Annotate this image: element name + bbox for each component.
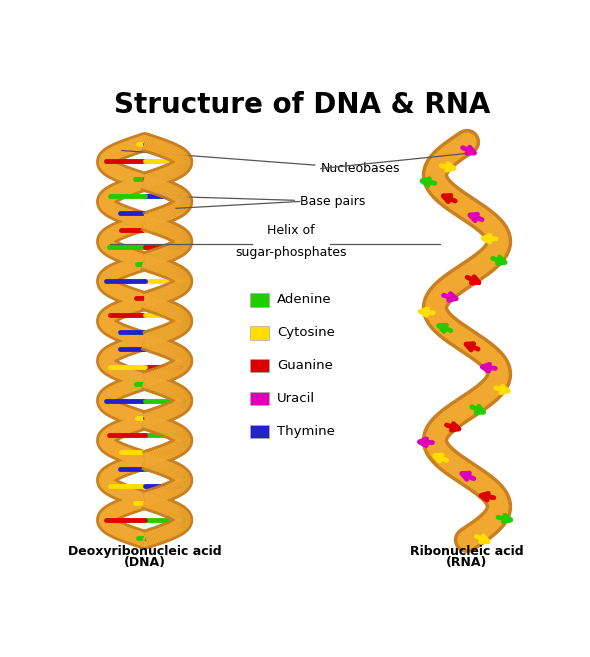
Text: Adenine: Adenine <box>277 293 332 306</box>
Text: Uracil: Uracil <box>277 392 315 405</box>
FancyBboxPatch shape <box>250 293 269 307</box>
Text: Cytosine: Cytosine <box>277 326 335 339</box>
FancyBboxPatch shape <box>250 326 269 340</box>
Text: Guanine: Guanine <box>277 359 333 372</box>
FancyBboxPatch shape <box>250 424 269 438</box>
Text: Structure of DNA & RNA: Structure of DNA & RNA <box>114 91 490 118</box>
Text: Ribonucleic acid: Ribonucleic acid <box>410 545 524 558</box>
Text: Helix of: Helix of <box>267 223 314 237</box>
Text: Nucleobases: Nucleobases <box>122 150 400 175</box>
Text: (DNA): (DNA) <box>124 556 166 569</box>
Text: Deoxyribonucleic acid: Deoxyribonucleic acid <box>68 545 221 558</box>
FancyBboxPatch shape <box>250 359 269 373</box>
Text: Thymine: Thymine <box>277 425 335 438</box>
Text: (RNA): (RNA) <box>446 556 488 569</box>
Text: sugar-phosphates: sugar-phosphates <box>235 246 347 259</box>
FancyBboxPatch shape <box>250 392 269 405</box>
Text: Base pairs: Base pairs <box>186 195 365 208</box>
